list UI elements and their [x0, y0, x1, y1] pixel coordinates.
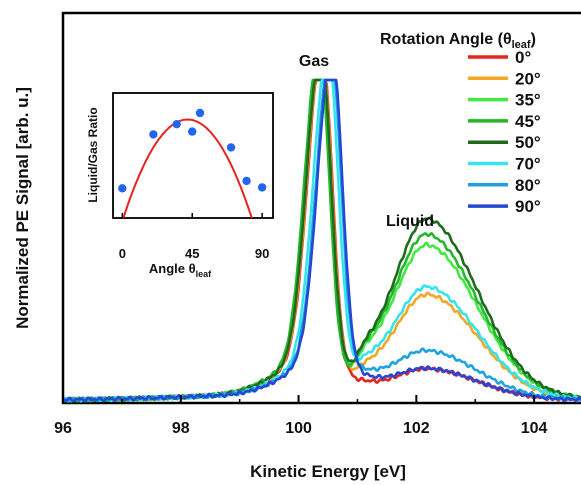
legend-label: 50°	[515, 133, 541, 152]
inset-points	[118, 108, 267, 193]
legend-label: 45°	[515, 112, 541, 131]
inset-y-axis-label: Liquid/Gas Ratio	[86, 107, 100, 202]
legend-title-subscript: leaf	[512, 39, 531, 51]
inset-x-tick-label: 90	[255, 246, 269, 261]
plot-frame	[61, 11, 581, 405]
inset-x-tick-label: 0	[119, 246, 126, 261]
inset-point	[242, 176, 251, 186]
x-tick-label: 102	[403, 420, 430, 437]
legend-items: 0° 20° 35° 45° 50° 70° 80° 90°	[468, 48, 541, 216]
legend-title-text: Rotation Angle (θ	[380, 31, 512, 48]
x-tick-label: 104	[521, 420, 548, 437]
inset-point	[149, 130, 158, 139]
gas-peak-annotation: Gas	[299, 53, 329, 70]
legend-label: 20°	[515, 69, 541, 88]
legend-label: 0°	[515, 48, 531, 67]
inset-x-ticks: 0 45 90	[119, 213, 269, 261]
inset-point	[172, 119, 181, 129]
inset-x-axis-label-text: Angle θ	[149, 261, 196, 276]
inset-x-axis-label: Angle θleaf	[149, 261, 212, 279]
x-tick-label: 96	[54, 420, 72, 437]
inset-chart: 0 45 90 Liquid/Gas Ratio Angle θleaf	[86, 92, 274, 279]
inset-point	[257, 183, 267, 192]
x-axis-ticks: 96 98 100 102 104	[54, 395, 548, 437]
x-tick-label: 98	[172, 420, 190, 437]
x-tick-label: 100	[285, 420, 312, 437]
legend-title: Rotation Angle (θleaf)	[380, 31, 536, 51]
liquid-peak-annotation: Liquid	[386, 213, 434, 230]
legend-label: 80°	[515, 176, 541, 195]
legend-label: 70°	[515, 155, 541, 174]
inset-point	[226, 143, 236, 152]
inset-point	[188, 127, 197, 136]
x-axis-label: Kinetic Energy [eV]	[250, 462, 406, 481]
inset-frame	[112, 92, 274, 219]
legend-title-end: )	[531, 31, 536, 48]
series-line-90deg	[62, 78, 581, 403]
inset-point	[118, 184, 127, 193]
legend-label: 90°	[515, 197, 541, 216]
inset-point	[195, 108, 205, 118]
y-axis-label: Normalized PE Signal [arb. u.]	[13, 87, 32, 329]
inset-x-axis-label-subscript: leaf	[196, 269, 213, 279]
spectrum-curves	[61, 78, 581, 403]
legend-label: 35°	[515, 91, 541, 110]
legend: Rotation Angle (θleaf) 0° 20° 35° 45° 50° 70°…	[380, 31, 541, 216]
inset-fit-curve	[122, 118, 253, 218]
inset-x-tick-label: 45	[185, 246, 199, 261]
